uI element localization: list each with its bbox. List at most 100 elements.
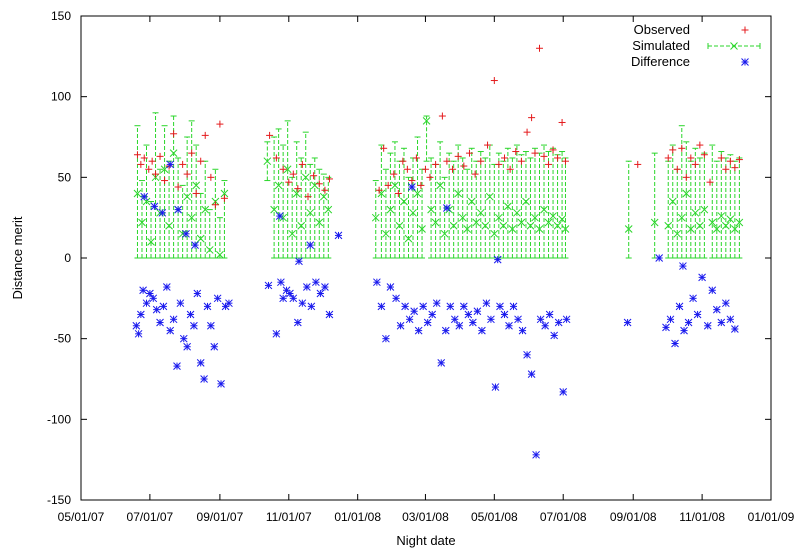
simulated-marker-d2 xyxy=(306,208,315,217)
simulated-marker-d2 xyxy=(205,246,214,254)
observed-point xyxy=(523,128,531,136)
simulated-marker xyxy=(664,221,673,230)
simulated-marker xyxy=(183,192,192,201)
difference-point xyxy=(459,302,468,311)
difference-point-d2 xyxy=(132,321,141,330)
observed-point xyxy=(634,160,642,168)
x-tick-label: 03/01/08 xyxy=(402,510,449,524)
simulated-marker-d2 xyxy=(691,208,700,217)
axes: -150 -100 -50 0 50 100 150 05/01/07 07/01/07 09/0… xyxy=(47,9,794,524)
simulated-marker xyxy=(449,221,458,230)
simulated-marker-d2 xyxy=(386,205,395,214)
simulated-marker xyxy=(558,215,566,224)
observed-point xyxy=(535,44,543,52)
simulated-point xyxy=(371,180,380,259)
observed-point xyxy=(726,157,734,165)
simulated-marker xyxy=(549,212,557,220)
simulated-marker-d2 xyxy=(133,189,142,198)
simulated-marker-d2 xyxy=(404,234,413,243)
difference-point xyxy=(275,212,284,220)
observed-point xyxy=(207,173,215,181)
difference-point xyxy=(183,342,192,351)
simulated-marker-d2 xyxy=(522,197,530,206)
simulated-point xyxy=(404,176,413,259)
simulated-marker xyxy=(544,218,553,227)
simulated-marker xyxy=(274,181,283,190)
simulated-point xyxy=(624,160,633,259)
difference-point xyxy=(536,315,545,324)
difference-point xyxy=(408,183,416,191)
simulated-marker xyxy=(391,181,399,190)
simulated-point xyxy=(540,144,548,259)
difference-point xyxy=(505,321,513,330)
simulated-point xyxy=(467,147,476,259)
simulated-marker xyxy=(395,221,404,230)
difference-point xyxy=(693,310,702,319)
observed-point xyxy=(211,201,219,209)
difference-point xyxy=(527,370,536,379)
observed-point xyxy=(279,165,287,173)
difference-point xyxy=(500,310,509,319)
observed-point xyxy=(403,165,411,173)
difference-point xyxy=(134,329,143,338)
observed-point xyxy=(687,154,695,162)
difference-point-d2 xyxy=(275,212,284,220)
observed-point xyxy=(220,194,228,202)
difference-point-d2 xyxy=(169,315,178,324)
observed-point xyxy=(722,165,730,173)
difference-point-d2 xyxy=(306,241,315,249)
observed-point xyxy=(460,162,468,170)
difference-point-d2 xyxy=(698,273,706,282)
x-axis-title: Night date xyxy=(396,533,455,548)
simulated-marker-d2 xyxy=(561,225,570,233)
simulated-point xyxy=(263,141,272,182)
simulated-marker-d2 xyxy=(371,213,380,222)
difference-point xyxy=(190,321,198,330)
observed-point xyxy=(375,186,383,194)
simulated-point xyxy=(494,152,503,259)
difference-point xyxy=(679,262,687,270)
x-tick-label: 07/01/08 xyxy=(540,510,587,524)
simulated-point xyxy=(187,120,196,259)
difference-point xyxy=(446,302,455,311)
simulated-marker xyxy=(297,221,306,230)
simulated-marker xyxy=(485,192,494,201)
simulated-point xyxy=(561,157,570,259)
series-simulated xyxy=(133,112,744,259)
difference-point xyxy=(203,302,212,311)
simulated-marker-d2 xyxy=(279,213,287,222)
observed-point xyxy=(495,160,503,168)
difference-point-d2 xyxy=(293,318,302,327)
observed-point xyxy=(156,152,164,160)
simulated-marker xyxy=(386,205,395,214)
simulated-marker xyxy=(409,208,417,217)
observed-point xyxy=(133,151,141,159)
observed-point xyxy=(531,149,539,157)
simulated-marker xyxy=(138,218,146,227)
simulated-marker-d2 xyxy=(270,205,278,214)
difference-point xyxy=(464,310,473,319)
simulated-marker xyxy=(315,218,324,227)
observed-point xyxy=(506,165,514,173)
simulated-marker xyxy=(205,246,214,254)
observed-point xyxy=(678,144,686,152)
simulated-marker-d2 xyxy=(216,250,224,259)
legend-simulated-marker-d2 xyxy=(730,42,738,50)
legend-label: Observed xyxy=(634,22,690,37)
simulated-point xyxy=(324,176,333,259)
simulated-marker xyxy=(668,197,677,206)
difference-point-d2 xyxy=(536,315,545,324)
difference-point-d2 xyxy=(455,321,464,330)
difference-point xyxy=(509,302,518,311)
difference-point xyxy=(158,208,167,217)
simulated-marker xyxy=(517,218,526,227)
difference-point-d2 xyxy=(541,321,549,330)
simulated-marker xyxy=(535,225,544,233)
observed-point xyxy=(298,160,306,168)
simulated-marker-d2 xyxy=(731,225,739,233)
simulated-marker xyxy=(147,238,155,246)
difference-point-d2 xyxy=(174,205,182,214)
